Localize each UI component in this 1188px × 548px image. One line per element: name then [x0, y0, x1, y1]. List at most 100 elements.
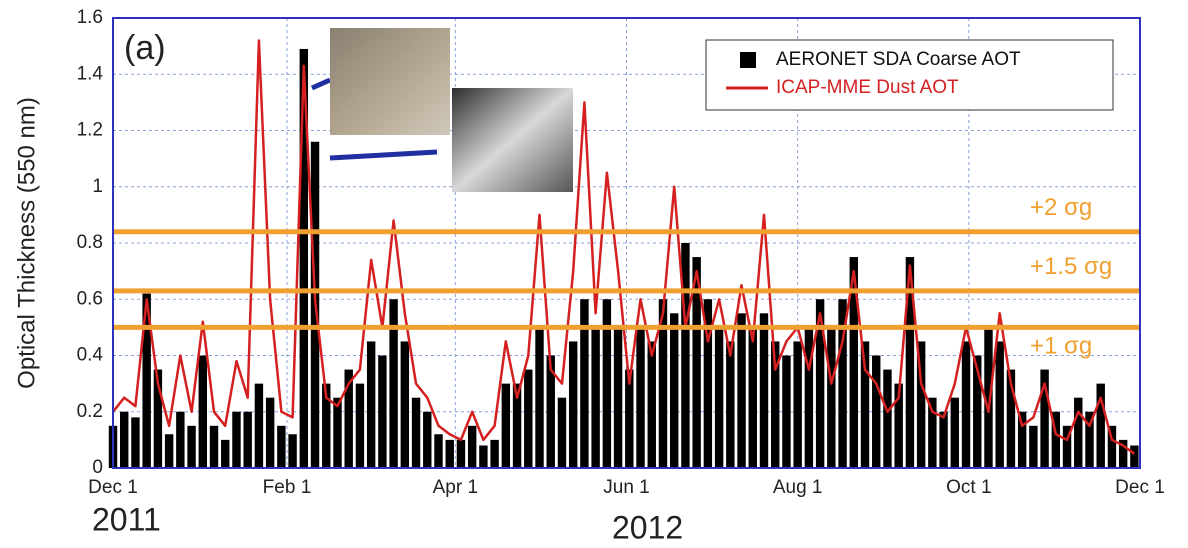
bar	[860, 341, 870, 468]
x-tick-label: Oct 1	[946, 477, 991, 498]
y-tick-label: 1	[92, 176, 103, 197]
bar	[355, 383, 365, 468]
bar	[838, 299, 847, 468]
bar	[580, 299, 589, 468]
bar	[411, 397, 421, 468]
y-tick-label: 0.6	[77, 288, 103, 309]
y-tick-label: 1.6	[77, 7, 103, 28]
threshold-label: +2 σg	[1030, 194, 1092, 221]
bar	[939, 411, 948, 468]
y-tick-label: 0.4	[77, 345, 104, 366]
inset-image	[330, 28, 450, 135]
bar	[681, 243, 690, 468]
bar	[1017, 411, 1027, 468]
x-tick-label: Apr 1	[433, 477, 478, 498]
bar	[591, 327, 600, 468]
bar	[568, 341, 578, 468]
bar	[299, 48, 309, 468]
bar	[490, 439, 499, 468]
x-tick-label: Dec 1	[1115, 477, 1165, 498]
y-tick-label: 1.2	[77, 120, 103, 141]
bar	[557, 397, 567, 468]
bar	[277, 425, 286, 468]
bar	[658, 299, 668, 468]
bar	[187, 425, 196, 468]
bar	[400, 341, 410, 468]
bar	[265, 397, 275, 468]
bar	[1107, 425, 1117, 468]
bar	[535, 327, 544, 468]
bar	[378, 355, 387, 468]
legend-swatch	[740, 52, 756, 68]
inset-pointer	[310, 77, 332, 91]
bar	[625, 369, 634, 468]
bar	[883, 369, 892, 468]
bar	[793, 341, 802, 468]
bar	[142, 293, 151, 468]
bar	[153, 369, 163, 468]
threshold-label: +1.5 σg	[1030, 253, 1112, 280]
bar	[815, 299, 825, 468]
bar	[613, 327, 623, 468]
bar	[984, 327, 993, 468]
bar	[692, 257, 701, 468]
y-tick-label: 0.2	[77, 401, 103, 422]
bar	[176, 411, 185, 468]
bar	[928, 397, 937, 468]
legend-label: AERONET SDA Coarse AOT	[776, 49, 1021, 70]
bar	[669, 313, 679, 468]
bar	[1130, 445, 1139, 468]
bar	[1074, 397, 1083, 468]
bar	[759, 313, 769, 468]
bar	[737, 313, 746, 468]
bar	[804, 327, 814, 468]
year-label: 2011	[92, 501, 161, 537]
threshold-label: +1 σg	[1030, 333, 1092, 360]
x-tick-label: Aug 1	[773, 477, 823, 498]
bar	[647, 341, 656, 468]
bar	[1096, 383, 1105, 468]
bar	[1085, 411, 1094, 468]
legend-label: ICAP-MME Dust AOT	[776, 77, 959, 98]
bar	[849, 257, 858, 468]
x-tick-label: Feb 1	[263, 477, 312, 498]
y-tick-label: 0.8	[77, 232, 103, 253]
bar	[771, 341, 780, 468]
bar	[164, 434, 174, 468]
bar	[333, 397, 342, 468]
bar	[232, 411, 241, 468]
bar	[120, 411, 129, 468]
bar	[344, 369, 353, 468]
bar	[322, 383, 331, 468]
bar	[782, 355, 791, 468]
bar	[423, 411, 432, 468]
bar	[1051, 411, 1061, 468]
y-tick-label: 0	[92, 457, 103, 478]
bar	[894, 383, 903, 468]
bar	[961, 341, 971, 468]
bar	[546, 355, 555, 468]
bar	[209, 425, 219, 468]
bar	[703, 299, 713, 468]
bar	[389, 299, 398, 468]
bar	[827, 327, 836, 468]
bar	[254, 383, 264, 468]
bar	[905, 257, 915, 468]
bar	[1118, 439, 1128, 468]
y-tick-label: 1.4	[77, 63, 104, 84]
bar	[198, 355, 208, 468]
bar	[1006, 369, 1016, 468]
bar	[748, 327, 757, 468]
inset-image	[452, 88, 573, 192]
plot-frame	[112, 17, 1141, 469]
panel-label: (a)	[124, 29, 166, 67]
bar	[995, 341, 1004, 468]
bar	[1062, 425, 1072, 468]
inset-pointer	[329, 149, 438, 161]
bar	[221, 439, 230, 468]
bar	[524, 369, 533, 468]
bar	[467, 425, 477, 468]
bar	[726, 341, 735, 468]
bar	[288, 434, 297, 468]
